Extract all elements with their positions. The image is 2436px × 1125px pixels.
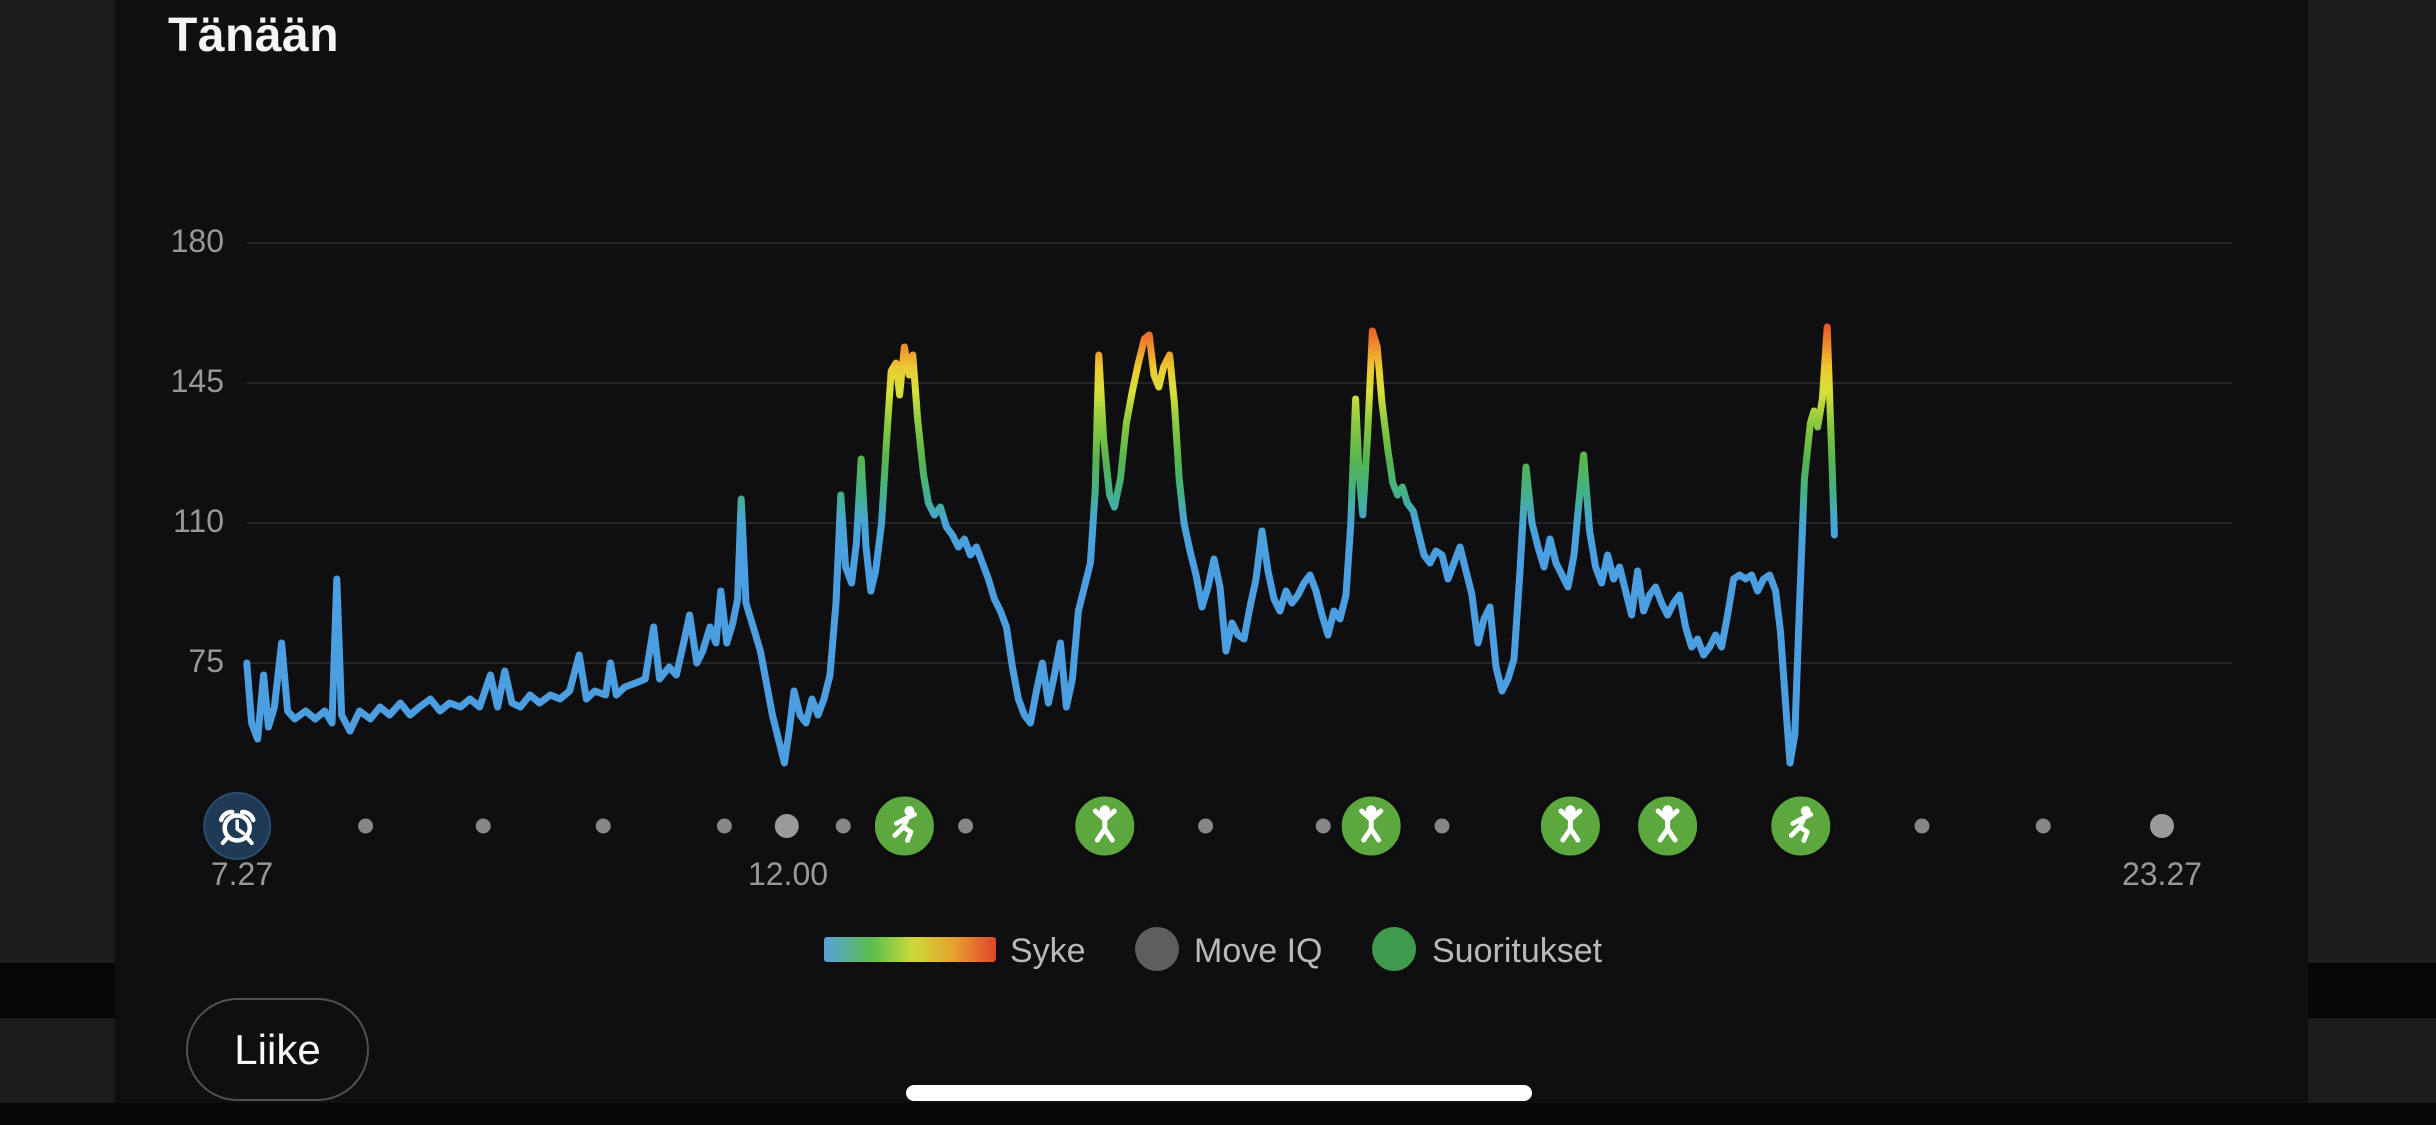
- move-iq-dot: [716, 818, 732, 834]
- move-iq-dot: [774, 814, 799, 838]
- move-iq-dot: [1198, 818, 1214, 834]
- legend-syke-label: Syke: [1010, 932, 1086, 970]
- move-iq-dot: [475, 818, 491, 834]
- y-tick-110: 110: [172, 503, 224, 539]
- move-iq-dot: [595, 818, 611, 834]
- y-tick-145: 145: [170, 363, 224, 399]
- x-tick-23.27: 23.27: [2121, 856, 2203, 892]
- legend-suoritukset-label: Suoritukset: [1432, 932, 1603, 970]
- activity-walk-icon[interactable]: [1637, 795, 1699, 857]
- y-tick-180: 180: [170, 223, 224, 259]
- move-iq-dot: [358, 818, 374, 834]
- move-iq-dot: [1434, 818, 1450, 834]
- x-tick-7.27: 7.27: [210, 856, 274, 892]
- activities-legend-icon: [1372, 927, 1416, 971]
- move-iq-dot: [835, 818, 851, 834]
- activity-run-icon[interactable]: [873, 795, 935, 857]
- x-tick-12.00: 12.00: [747, 856, 829, 892]
- move-iq-dot: [2150, 814, 2174, 838]
- activity-walk-icon[interactable]: [1340, 795, 1402, 857]
- heart-rate-card: [115, 0, 2308, 1103]
- gridlines: [247, 242, 2232, 664]
- activity-walk-icon[interactable]: [1074, 795, 1136, 857]
- timeline-events: [204, 793, 2174, 859]
- heart-rate-gradient-swatch: [824, 937, 996, 962]
- alarm-icon[interactable]: [204, 793, 270, 859]
- home-indicator[interactable]: [906, 1085, 1532, 1101]
- move-iq-dot: [1914, 818, 1930, 834]
- move-iq-dot: [1315, 818, 1331, 834]
- y-tick-75: 75: [188, 643, 224, 679]
- activity-walk-icon[interactable]: [1539, 795, 1601, 857]
- heart-rate-line: [243, 323, 1838, 767]
- move-iq-dot: [2035, 818, 2051, 834]
- page-title: Tänään: [168, 9, 340, 62]
- bottom-band: [0, 1103, 2436, 1125]
- liike-button[interactable]: Liike: [186, 998, 369, 1101]
- legend-moveiq-label: Move IQ: [1194, 932, 1323, 970]
- activity-run-icon[interactable]: [1770, 795, 1832, 857]
- move-iq-dot: [958, 818, 974, 834]
- move-iq-legend-icon: [1135, 927, 1179, 971]
